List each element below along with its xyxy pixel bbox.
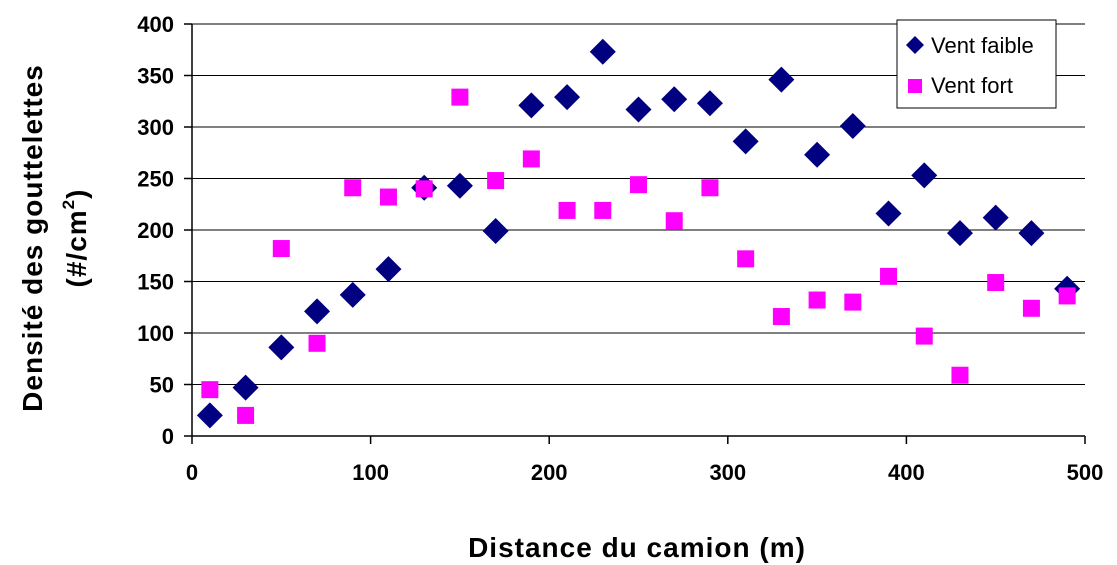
point-vent-faible-11: [589, 38, 616, 65]
point-vent-faible-5: [375, 256, 402, 283]
point-vent-faible-20: [911, 162, 938, 189]
y-axis-title-unit: (#/cm: [61, 209, 92, 287]
data-points: [196, 38, 1081, 429]
y-axis-title: Densité des gouttelettes (#/cm2): [17, 64, 92, 412]
legend-label-vent-fort: Vent fort: [931, 73, 1013, 98]
point-vent-fort-14: [701, 179, 719, 197]
x-axis-title: Distance du camion (m): [468, 532, 806, 563]
point-vent-faible-7: [446, 172, 473, 199]
point-vent-faible-16: [768, 66, 795, 93]
y-tick-label-0: 0: [162, 424, 174, 449]
point-vent-fort-2: [272, 240, 290, 258]
point-vent-faible-23: [1018, 220, 1045, 247]
y-tick-label-400: 400: [137, 12, 174, 37]
point-vent-faible-19: [875, 200, 902, 227]
point-vent-faible-9: [518, 92, 545, 119]
x-tick-label-300: 300: [709, 460, 746, 485]
point-vent-fort-10: [558, 201, 576, 219]
point-vent-fort-18: [844, 293, 862, 311]
x-tick-label-500: 500: [1067, 460, 1104, 485]
point-vent-fort-20: [915, 327, 933, 345]
point-vent-faible-2: [268, 334, 295, 361]
y-tick-label-250: 250: [137, 167, 174, 192]
x-tick-label-200: 200: [531, 460, 568, 485]
point-vent-fort-12: [630, 176, 647, 194]
point-vent-faible-8: [482, 218, 509, 245]
point-vent-faible-14: [696, 90, 723, 117]
y-tick-label-150: 150: [137, 270, 174, 295]
point-vent-faible-13: [661, 86, 688, 113]
y-axis-title-line1: Densité des gouttelettes: [17, 64, 48, 412]
point-vent-faible-12: [625, 96, 652, 123]
point-vent-fort-0: [201, 381, 219, 399]
axes: [184, 23, 1086, 444]
point-vent-fort-5: [379, 188, 397, 206]
y-tick-label-350: 350: [137, 64, 174, 89]
point-vent-fort-9: [522, 150, 540, 168]
point-vent-faible-15: [732, 128, 759, 155]
legend-box: [896, 19, 1057, 109]
point-vent-faible-17: [804, 141, 831, 168]
point-vent-fort-13: [665, 212, 683, 230]
point-vent-faible-1: [232, 374, 259, 401]
y-tick-label-50: 50: [150, 373, 174, 398]
point-vent-fort-11: [594, 201, 612, 219]
point-vent-faible-18: [839, 112, 866, 139]
point-vent-fort-23: [1022, 299, 1040, 317]
point-vent-fort-22: [987, 274, 1005, 292]
legend: Vent faible Vent fort: [896, 19, 1057, 109]
point-vent-fort-21: [951, 366, 969, 384]
x-tick-label-100: 100: [352, 460, 389, 485]
legend-marker-vent-fort: [908, 79, 922, 93]
point-vent-fort-24: [1058, 287, 1076, 305]
y-tick-label-100: 100: [137, 321, 174, 346]
point-vent-faible-3: [304, 298, 331, 325]
point-vent-fort-17: [808, 291, 826, 309]
y-axis-title-close: ): [61, 189, 92, 199]
y-tick-labels: 0 50 100 150 200 250 300 350 400: [137, 12, 174, 449]
point-vent-fort-6: [415, 180, 433, 198]
point-vent-fort-15: [737, 250, 755, 268]
y-tick-label-300: 300: [137, 115, 174, 140]
x-tick-labels: 0 100 200 300 400 500: [186, 460, 1103, 485]
legend-marker-vent-faible: [906, 36, 924, 54]
x-tick-label-0: 0: [186, 460, 198, 485]
point-vent-fort-19: [880, 267, 898, 285]
point-vent-fort-8: [487, 172, 505, 190]
y-tick-label-200: 200: [137, 218, 174, 243]
point-vent-fort-7: [451, 88, 469, 106]
point-vent-faible-22: [982, 204, 1009, 231]
point-vent-fort-1: [237, 406, 255, 424]
y-axis-title-superscript: 2: [59, 199, 78, 209]
point-vent-fort-16: [772, 308, 790, 326]
point-vent-faible-0: [196, 402, 223, 429]
point-vent-faible-4: [339, 281, 366, 308]
point-vent-fort-3: [308, 334, 326, 352]
point-vent-faible-10: [554, 84, 581, 111]
point-vent-fort-4: [344, 179, 362, 197]
legend-label-vent-faible: Vent faible: [931, 33, 1034, 58]
point-vent-faible-21: [946, 220, 973, 247]
y-axis-title-line2: (#/cm2): [59, 189, 92, 288]
x-tick-label-400: 400: [888, 460, 925, 485]
